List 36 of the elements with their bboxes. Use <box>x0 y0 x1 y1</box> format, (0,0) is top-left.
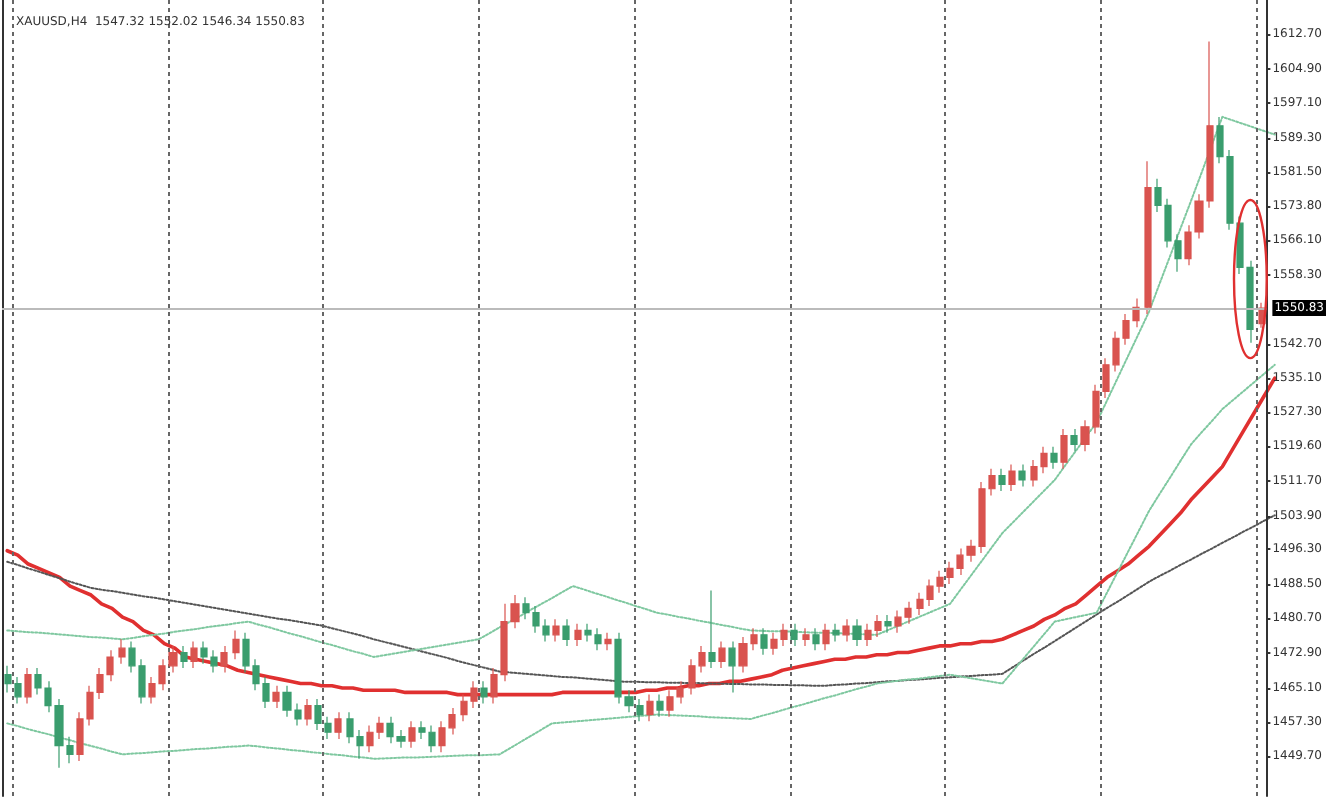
candlestick <box>562 618 570 647</box>
candlestick <box>480 680 488 705</box>
candlestick <box>1050 446 1058 470</box>
candlestick <box>656 694 664 718</box>
candlestick <box>884 614 892 634</box>
candlestick <box>24 667 32 705</box>
candlestick <box>1060 428 1068 470</box>
candlestick <box>718 640 726 669</box>
candlestick <box>190 640 198 669</box>
candlestick <box>1070 428 1078 452</box>
candlestick <box>708 589 716 669</box>
candlestick <box>1144 160 1152 315</box>
candlestick <box>232 629 240 660</box>
candlestick <box>604 632 612 651</box>
candlestick <box>760 627 768 656</box>
candlestick <box>118 638 126 665</box>
candlestick <box>998 468 1006 492</box>
candlestick <box>180 645 188 669</box>
candlestick <box>728 640 736 693</box>
candlestick <box>334 711 342 740</box>
candlestick <box>272 685 280 709</box>
candlestick <box>220 645 228 674</box>
candlestick <box>1008 463 1016 492</box>
candlestick <box>802 627 810 647</box>
candlestick <box>552 618 560 643</box>
candlestick <box>574 623 582 647</box>
candlestick <box>812 627 820 651</box>
candlestick <box>304 698 312 727</box>
candlestick <box>852 618 862 647</box>
candlestick <box>790 623 798 647</box>
candlestick <box>832 623 840 643</box>
candlestick <box>822 623 830 651</box>
candlestick <box>408 720 416 749</box>
candlestick <box>842 618 850 643</box>
candlestick <box>1018 463 1026 488</box>
candlestick <box>646 694 654 722</box>
